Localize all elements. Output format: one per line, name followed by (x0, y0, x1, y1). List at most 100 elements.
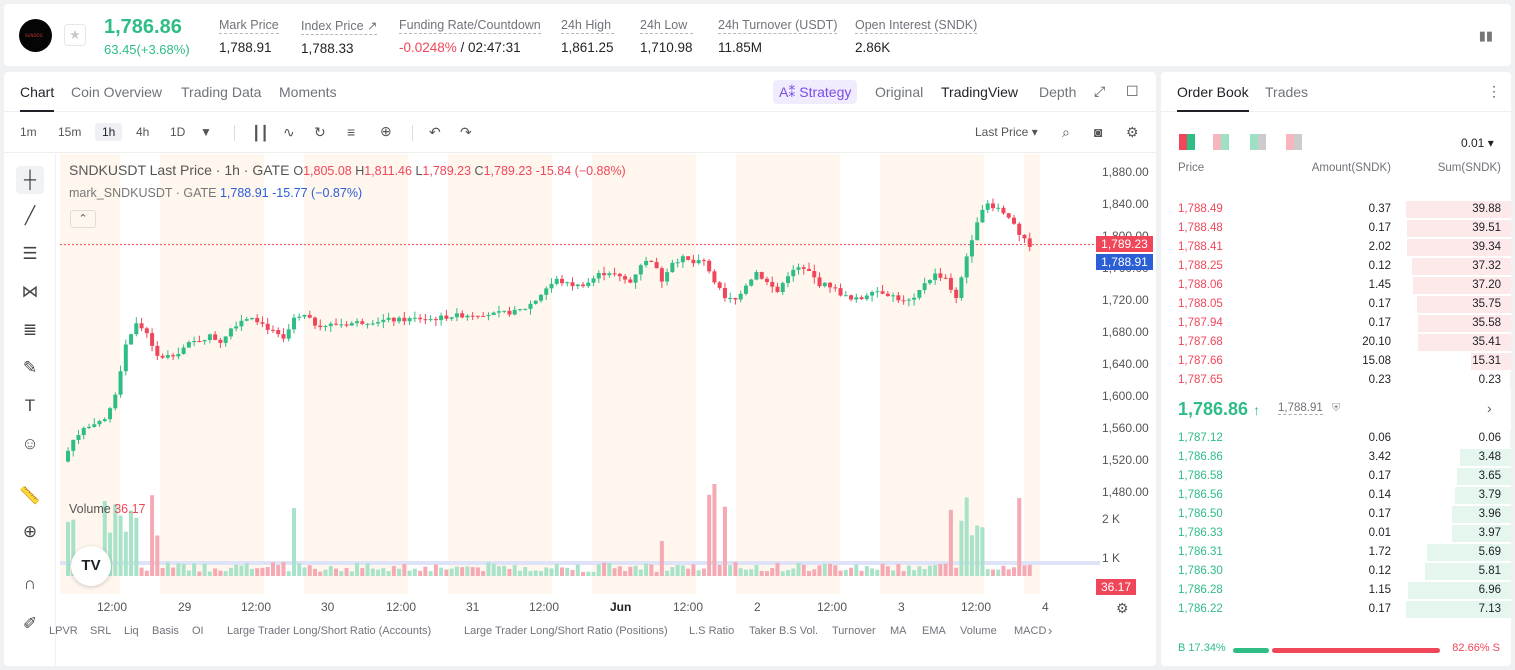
timeframe-1m[interactable]: 1m (20, 125, 37, 139)
fib-icon[interactable]: ≣ (22, 320, 38, 339)
price-chart[interactable] (60, 154, 1100, 596)
axis-settings-icon[interactable]: ⚙ (1116, 600, 1129, 616)
timeframe-dropdown-icon[interactable]: ▼ (200, 125, 212, 139)
ask-row[interactable]: 1,787.68 20.10 35.41 (1161, 333, 1511, 352)
tab-original[interactable]: Original (875, 84, 924, 100)
timeframe-1h[interactable]: 1h (95, 123, 123, 141)
bid-row[interactable]: 1,786.56 0.14 3.79 (1161, 486, 1511, 505)
candle (565, 281, 570, 287)
crosshair-icon[interactable]: ┼ (16, 166, 44, 194)
templates-icon[interactable]: ≡ (347, 124, 356, 140)
pencil-lock-icon[interactable]: ✐ (22, 614, 38, 633)
price-type-select[interactable]: Last Price ▾ (975, 125, 1038, 139)
redo-icon[interactable]: ↷ (460, 124, 472, 140)
strategy-button[interactable]: A⁑ Strategy (773, 80, 858, 104)
view-both-icon[interactable] (1179, 134, 1195, 150)
pattern-icon[interactable]: ⋈ (21, 282, 39, 301)
bid-row[interactable]: 1,786.86 3.42 3.48 (1161, 448, 1511, 467)
ask-row[interactable]: 1,787.66 15.08 15.31 (1161, 352, 1511, 371)
precision-select[interactable]: 0.01 ▾ (1461, 136, 1494, 150)
indicator-tab[interactable]: SRL (90, 625, 112, 637)
zoom-in-icon[interactable]: ⊕ (22, 522, 38, 541)
indicator-tab[interactable]: L.S Ratio (689, 625, 735, 637)
indicators-icon[interactable]: ∿ (283, 124, 295, 140)
undo-icon[interactable]: ↶ (429, 124, 441, 140)
tab-depth[interactable]: Depth (1039, 84, 1077, 100)
price-tick: 1,600.00 (1102, 389, 1149, 403)
tradingview-logo[interactable]: TV (71, 546, 111, 586)
replay-icon[interactable]: ↻ (314, 124, 326, 140)
bid-row[interactable]: 1,786.28 1.15 6.96 (1161, 581, 1511, 600)
candle (959, 275, 964, 301)
favorite-star-icon[interactable]: ★ (64, 24, 86, 46)
volume-bar (1022, 565, 1027, 576)
tab-trades[interactable]: Trades (1265, 84, 1309, 100)
candle-type-icon[interactable]: ┃┃ (252, 125, 269, 141)
tab-coin-overview[interactable]: Coin Overview (71, 84, 163, 100)
more-icon[interactable]: ⋮ (1487, 83, 1501, 99)
indicator-tab[interactable]: LPVR (49, 625, 78, 637)
bid-row[interactable]: 1,786.58 0.17 3.65 (1161, 467, 1511, 486)
bid-row[interactable]: 1,786.22 0.17 7.13 (1161, 600, 1511, 619)
tab-chart[interactable]: Chart (20, 84, 55, 112)
brush-icon[interactable]: ✎ (22, 358, 38, 377)
ask-row[interactable]: 1,787.94 0.17 35.58 (1161, 314, 1511, 333)
indicator-tab[interactable]: Volume (960, 625, 997, 637)
timeframe-1d[interactable]: 1D (170, 125, 186, 139)
chevron-right-icon[interactable]: › (1048, 623, 1053, 638)
tab-order-book[interactable]: Order Book (1177, 84, 1249, 112)
search-icon[interactable]: ⌕ (1062, 124, 1070, 140)
magnet-icon[interactable]: ∩ (23, 574, 37, 593)
bid-row[interactable]: 1,786.31 1.72 5.69 (1161, 543, 1511, 562)
bid-row[interactable]: 1,787.12 0.06 0.06 (1161, 429, 1511, 448)
horizontal-lines-icon[interactable]: ☰ (22, 244, 38, 263)
view-asks-icon[interactable] (1250, 134, 1266, 150)
candle (733, 297, 738, 305)
emoji-icon[interactable]: ☺ (21, 434, 39, 453)
tab-trading-data[interactable]: Trading Data (181, 84, 262, 100)
bid-row[interactable]: 1,786.50 0.17 3.96 (1161, 505, 1511, 524)
indicator-tab[interactable]: Large Trader Long/Short Ratio (Accounts) (227, 625, 432, 637)
indicator-tab[interactable]: Turnover (832, 625, 876, 637)
indicator-tab[interactable]: Liq (124, 625, 139, 637)
indicator-tab[interactable]: Basis (152, 625, 179, 637)
bid-row[interactable]: 1,786.30 0.12 5.81 (1161, 562, 1511, 581)
add-alert-icon[interactable]: ⊕ (380, 123, 392, 139)
candle (160, 353, 165, 360)
view-bids-icon[interactable] (1213, 134, 1229, 150)
candle (775, 282, 780, 293)
indicator-tab[interactable]: Taker B.S Vol. (749, 625, 819, 637)
ask-row[interactable]: 1,788.05 0.17 35.75 (1161, 295, 1511, 314)
tab-moments[interactable]: Moments (279, 84, 337, 100)
tab-tradingview[interactable]: TradingView (941, 84, 1019, 100)
bid-row[interactable]: 1,786.33 0.01 3.97 (1161, 524, 1511, 543)
ask-row[interactable]: 1,788.49 0.37 39.88 (1161, 200, 1511, 219)
window-icon[interactable]: ☐ (1126, 83, 1139, 99)
ask-row[interactable]: 1,788.41 2.02 39.34 (1161, 238, 1511, 257)
ruler-icon[interactable]: 📏 (19, 486, 41, 505)
candle (418, 314, 423, 323)
ask-row[interactable]: 1,788.48 0.17 39.51 (1161, 219, 1511, 238)
drawing-tools: ┼ ╱ ☰ ⋈ ≣ ✎ T ☺ 📏 ⊕ ∩ ✐ (4, 154, 56, 666)
candle (570, 277, 575, 291)
stat-index-price[interactable]: Index Price ↗ 1,788.33 (301, 19, 378, 56)
indicator-tab[interactable]: Large Trader Long/Short Ratio (Positions… (464, 625, 668, 637)
collapse-legend-button[interactable]: ⌃ (70, 210, 96, 228)
timeframe-4h[interactable]: 4h (136, 125, 150, 139)
timeframe-15m[interactable]: 15m (58, 125, 82, 139)
ask-row[interactable]: 1,787.65 0.23 0.23 (1161, 371, 1511, 390)
indicator-tab[interactable]: OI (192, 625, 204, 637)
book-icon[interactable]: ▮▮ (1478, 28, 1493, 43)
indicator-tab[interactable]: MACD (1014, 625, 1047, 637)
expand-icon[interactable]: ⤢ (1094, 83, 1106, 99)
trendline-icon[interactable]: ╱ (24, 206, 36, 225)
gear-icon[interactable]: ⚙ (1126, 124, 1139, 140)
ask-row[interactable]: 1,788.06 1.45 37.20 (1161, 276, 1511, 295)
chevron-right-icon[interactable]: › (1487, 400, 1492, 416)
camera-icon[interactable]: ◙ (1094, 124, 1103, 140)
indicator-tab[interactable]: MA (890, 625, 907, 637)
view-trades-icon[interactable] (1286, 134, 1302, 150)
text-icon[interactable]: T (24, 396, 36, 415)
ask-row[interactable]: 1,788.25 0.12 37.32 (1161, 257, 1511, 276)
indicator-tab[interactable]: EMA (922, 625, 946, 637)
